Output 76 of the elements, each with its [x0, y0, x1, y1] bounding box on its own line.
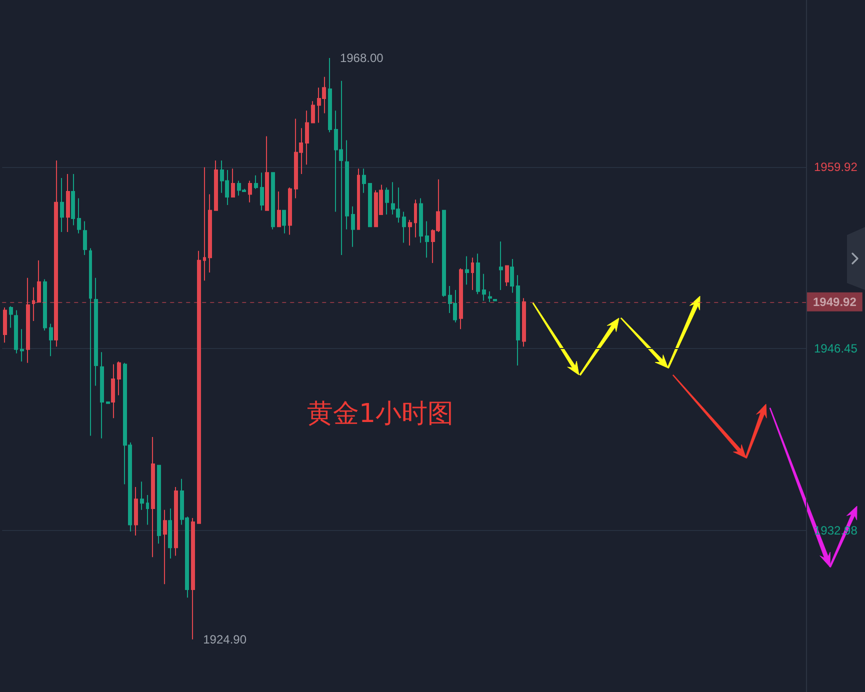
- candlestick: [362, 168, 366, 194]
- candlestick: [157, 464, 161, 544]
- annotation: 1924.90: [203, 632, 247, 646]
- candlestick: [83, 220, 87, 256]
- candlestick: [66, 174, 70, 233]
- candlestick: [117, 361, 121, 396]
- candlestick: [419, 198, 423, 244]
- ref-line-label: 1949.92: [813, 294, 857, 309]
- candlestick: [414, 199, 417, 238]
- candlestick: [305, 110, 309, 166]
- candlestick: [163, 509, 167, 585]
- candlestick: [277, 191, 281, 228]
- candlestick: [345, 140, 349, 230]
- candlestick: [100, 352, 104, 439]
- candlestick: [20, 328, 24, 362]
- text: 黄金1小时图: [307, 399, 454, 429]
- candlestick: [26, 277, 30, 364]
- candlestick: [385, 187, 389, 215]
- candlestick: [71, 174, 75, 226]
- candlestick: [94, 277, 98, 386]
- candlestick: [488, 290, 492, 303]
- annotation: 1968.00: [340, 51, 384, 66]
- candlestick: [89, 248, 92, 436]
- candlestick: [168, 508, 172, 559]
- candlestick: [208, 194, 212, 273]
- candlestick: [248, 180, 252, 203]
- candlestick: [510, 258, 514, 294]
- candlestick: [471, 257, 474, 291]
- y-tick-label: 1959.92: [814, 160, 858, 174]
- candlestick: [265, 136, 269, 211]
- candlestick: [203, 166, 206, 282]
- candlestick: [288, 187, 292, 236]
- candlestick: [368, 182, 372, 228]
- candlestick: [402, 211, 406, 244]
- candlestick: [9, 306, 13, 328]
- candlestick: [140, 481, 144, 510]
- candlestick: [516, 274, 520, 366]
- candlestick: [134, 486, 138, 536]
- candlestick: [493, 298, 497, 302]
- candlestick: [106, 401, 110, 404]
- candlestick: [111, 364, 115, 419]
- candlestick: [32, 286, 35, 322]
- candlestick: [197, 250, 201, 524]
- candlestick: [151, 436, 155, 558]
- candlestick: [146, 494, 149, 526]
- candlestick: [254, 174, 258, 190]
- candlestick: [174, 486, 178, 556]
- candlestick: [191, 517, 195, 640]
- candlestick: [271, 172, 275, 230]
- candlestick: [351, 206, 355, 248]
- candlestick: [459, 268, 463, 330]
- candlestick: [282, 210, 286, 234]
- candlestick: [442, 210, 446, 298]
- candlestick: [499, 240, 503, 291]
- candlestick: [37, 260, 41, 303]
- candlestick: [408, 219, 412, 246]
- candlestick: [43, 278, 47, 331]
- candlestick: [505, 265, 509, 286]
- candlestick: [328, 58, 332, 133]
- candlestick: [14, 310, 18, 354]
- candlestick: [60, 178, 64, 233]
- candlestick: [425, 220, 429, 258]
- candlestick: [357, 168, 360, 230]
- candlestick: [482, 273, 486, 302]
- candlestick: [49, 323, 53, 357]
- candlestick: [214, 160, 218, 211]
- candlestick: [311, 100, 315, 124]
- candlestick: [522, 298, 526, 348]
- candlestick: [465, 256, 469, 286]
- candlestick: [77, 198, 81, 234]
- candlestick: [476, 253, 480, 295]
- candlestick: [260, 172, 264, 211]
- candlestick: [231, 168, 235, 198]
- y-tick-label: 1946.45: [814, 342, 858, 356]
- candlestick: [54, 160, 58, 348]
- candlestick: [3, 307, 7, 344]
